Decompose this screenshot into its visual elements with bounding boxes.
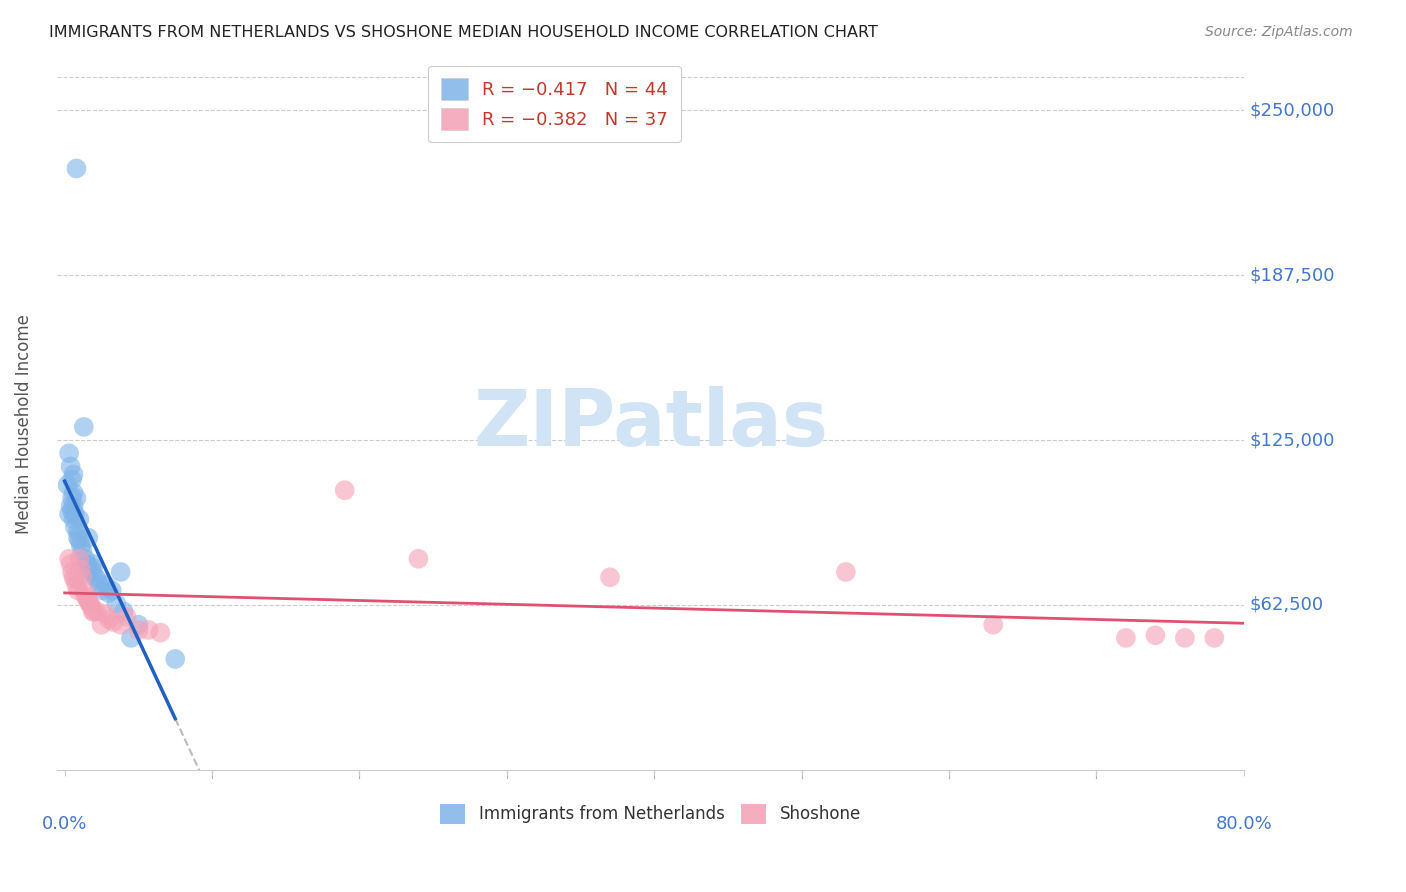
Point (333, 483, 356, 498)
Point (58, 507, 80, 521)
Point (1115, 631, 1137, 645)
Point (112, 605, 135, 619)
Point (82, 605, 104, 619)
Point (79, 565, 101, 579)
Point (77, 559, 100, 574)
Point (94, 607, 117, 622)
Text: $250,000: $250,000 (1250, 102, 1334, 120)
Point (72, 544, 94, 558)
Point (59, 499, 82, 513)
Point (981, 617, 1004, 632)
Point (82, 565, 104, 579)
Point (97, 612, 120, 626)
Point (73, 583, 96, 598)
Point (84, 570, 107, 584)
Point (149, 625, 172, 640)
Point (86, 573, 108, 587)
Text: $125,000: $125,000 (1250, 431, 1336, 449)
Legend: Immigrants from Netherlands, Shoshone: Immigrants from Netherlands, Shoshone (433, 797, 868, 830)
Point (60, 491, 83, 505)
Point (65, 161, 87, 176)
Point (75, 589, 97, 603)
Point (105, 597, 128, 611)
Point (59, 459, 82, 474)
Point (62, 485, 84, 500)
Point (165, 652, 187, 666)
Point (91, 583, 114, 598)
Point (89, 578, 111, 592)
Y-axis label: Median Household Income: Median Household Income (15, 314, 32, 533)
Text: $187,500: $187,500 (1250, 266, 1336, 285)
Text: 0.0%: 0.0% (42, 814, 87, 833)
Point (67, 512, 90, 526)
Text: 80.0%: 80.0% (1215, 814, 1272, 833)
Point (67, 533, 90, 548)
Point (103, 615, 125, 629)
Text: IMMIGRANTS FROM NETHERLANDS VS SHOSHONE MEDIAN HOUSEHOLD INCOME CORRELATION CHAR: IMMIGRANTS FROM NETHERLANDS VS SHOSHONE … (49, 25, 879, 40)
Point (56, 478, 79, 492)
Point (77, 594, 100, 608)
Point (58, 551, 80, 566)
Point (66, 583, 89, 598)
Point (65, 578, 87, 592)
Point (127, 623, 149, 637)
Point (1204, 631, 1226, 645)
Point (408, 551, 430, 566)
Point (60, 473, 83, 487)
Point (97, 586, 120, 600)
Point (110, 565, 132, 579)
Point (76, 591, 98, 606)
Point (63, 507, 86, 521)
Point (62, 512, 84, 526)
Point (62, 570, 84, 584)
Point (77, 531, 100, 545)
Point (66, 531, 89, 545)
Point (66, 525, 89, 540)
Point (1144, 628, 1167, 642)
Point (599, 570, 621, 584)
Point (60, 565, 83, 579)
Point (62, 467, 84, 482)
Point (60, 504, 83, 518)
Point (94, 578, 117, 592)
Text: ZIPatlas: ZIPatlas (472, 385, 828, 461)
Point (80, 559, 103, 574)
Point (70, 539, 93, 553)
Point (70, 562, 93, 576)
Point (79, 597, 101, 611)
Point (76, 557, 98, 571)
Point (65, 491, 87, 505)
Point (83, 557, 105, 571)
Point (59, 557, 82, 571)
Point (138, 623, 160, 637)
Point (67, 551, 90, 566)
Point (835, 565, 858, 579)
Point (72, 570, 94, 584)
Point (110, 617, 132, 632)
Point (115, 609, 138, 624)
Text: Source: ZipAtlas.com: Source: ZipAtlas.com (1205, 25, 1353, 39)
Point (80, 599, 103, 614)
Text: $62,500: $62,500 (1250, 596, 1324, 614)
Point (83, 605, 105, 619)
Point (127, 617, 149, 632)
Point (120, 631, 142, 645)
Point (101, 583, 124, 598)
Point (62, 499, 84, 513)
Point (73, 420, 96, 434)
Point (63, 573, 86, 587)
Point (1174, 631, 1197, 645)
Point (86, 605, 108, 619)
Point (75, 551, 97, 566)
Point (90, 617, 112, 632)
Point (58, 446, 80, 460)
Point (63, 520, 86, 534)
